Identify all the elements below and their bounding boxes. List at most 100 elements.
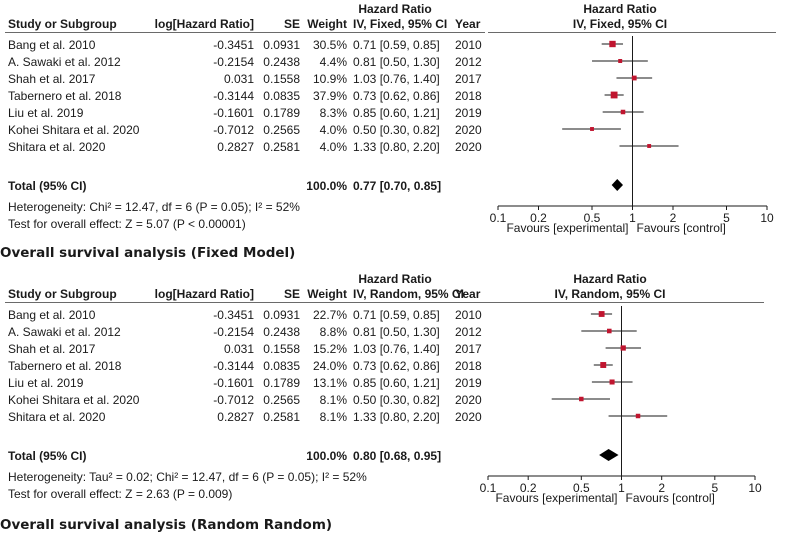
effect-marker	[579, 396, 584, 402]
header-study: Study or Subgroup	[8, 17, 117, 31]
effect-marker	[647, 144, 652, 148]
row-loghr: 0.031	[223, 342, 254, 356]
row-loghr: -0.3144	[213, 359, 254, 373]
row-se: 0.2438	[263, 325, 300, 339]
plot-header-top: Hazard Ratio	[583, 2, 657, 16]
header-weight: Weight	[307, 17, 347, 31]
header-ci: IV, Random, 95% CI	[353, 287, 464, 301]
row-weight: 4.0%	[319, 123, 347, 137]
row-weight: 24.0%	[312, 359, 347, 373]
header-se: SE	[283, 287, 300, 301]
row-ci: 1.03 [0.76, 1.40]	[353, 72, 440, 86]
x-tick-label: 0.1	[490, 211, 507, 225]
row-ci: 0.81 [0.50, 1.30]	[353, 325, 440, 339]
row-study: Tabernero et al. 2018	[8, 359, 122, 373]
row-study: Shitara et al. 2020	[8, 410, 106, 424]
row-year: 2017	[455, 72, 482, 86]
row-year: 2020	[455, 410, 482, 424]
plot-header: IV, Fixed, 95% CI	[572, 17, 668, 31]
chart-title: Overall survival analysis (Random Random…	[0, 517, 333, 533]
effect-marker	[635, 413, 641, 419]
row-weight: 15.2%	[312, 342, 347, 356]
row-study: Liu et al. 2019	[8, 106, 84, 120]
favours-left-label: Favours [experimental]	[495, 491, 617, 505]
effect-marker	[606, 328, 612, 334]
x-tick-label: 0.2	[520, 481, 537, 495]
heterogeneity-text: Heterogeneity: Tau² = 0.02; Chi² = 12.47…	[8, 470, 367, 484]
row-ci: 0.85 [0.60, 1.21]	[353, 376, 440, 390]
row-se: 0.0835	[263, 359, 300, 373]
row-year: 2019	[455, 376, 482, 390]
row-weight: 4.0%	[319, 140, 347, 154]
row-weight: 22.7%	[312, 308, 347, 322]
row-year: 2020	[455, 140, 482, 154]
group-header: Hazard Ratio	[358, 272, 432, 286]
row-weight: 37.9%	[312, 89, 347, 103]
row-year: 2012	[455, 55, 482, 69]
row-loghr: -0.2154	[213, 55, 254, 69]
row-weight: 8.3%	[319, 106, 347, 120]
total-label: Total (95% CI)	[8, 449, 87, 463]
effect-marker	[609, 379, 615, 385]
row-se: 0.1789	[263, 106, 300, 120]
row-year: 2010	[455, 308, 482, 322]
row-ci: 0.73 [0.62, 0.86]	[353, 89, 440, 103]
row-study: Kohei Shitara et al. 2020	[8, 123, 140, 137]
plot-header-top: Hazard Ratio	[573, 272, 647, 286]
row-weight: 13.1%	[312, 376, 347, 390]
row-se: 0.0931	[263, 38, 300, 52]
row-se: 0.1558	[263, 72, 300, 86]
x-tick-label: 2	[670, 211, 677, 225]
header-se: SE	[283, 17, 300, 31]
total-weight: 100.0%	[306, 449, 347, 463]
row-se: 0.2581	[263, 140, 300, 154]
plot-header-rule	[478, 302, 764, 303]
row-weight: 4.4%	[319, 55, 347, 69]
x-tick-label: 0.5	[584, 211, 601, 225]
row-year: 2020	[455, 123, 482, 137]
row-study: Kohei Shitara et al. 2020	[8, 393, 140, 407]
row-study: Shah et al. 2017	[8, 342, 96, 356]
x-tick-label: 5	[723, 211, 730, 225]
header-rule	[5, 302, 485, 303]
heterogeneity-text: Heterogeneity: Chi² = 12.47, df = 6 (P =…	[8, 200, 300, 214]
row-loghr: -0.7012	[213, 393, 254, 407]
overall-effect-text: Test for overall effect: Z = 2.63 (P = 0…	[8, 487, 233, 501]
total-weight: 100.0%	[306, 179, 347, 193]
x-tick-label: 5	[711, 481, 718, 495]
row-loghr: -0.3144	[213, 89, 254, 103]
effect-marker	[590, 127, 594, 131]
x-tick-label: 0.5	[573, 481, 590, 495]
row-weight: 8.8%	[319, 325, 347, 339]
row-se: 0.2565	[263, 393, 300, 407]
x-tick-label: 1	[618, 481, 625, 495]
row-weight: 8.1%	[319, 393, 347, 407]
row-loghr: 0.2827	[217, 410, 254, 424]
overall-effect-text: Test for overall effect: Z = 5.07 (P < 0…	[8, 217, 246, 231]
header-rule	[5, 32, 485, 33]
favours-right-label: Favours [control]	[626, 491, 715, 505]
row-year: 2018	[455, 89, 482, 103]
pooled-diamond	[611, 179, 624, 191]
row-ci: 0.71 [0.59, 0.85]	[353, 308, 440, 322]
row-ci: 0.81 [0.50, 1.30]	[353, 55, 440, 69]
effect-marker	[620, 345, 626, 351]
x-tick-label: 2	[658, 481, 665, 495]
header-weight: Weight	[307, 287, 347, 301]
x-tick-label: 0.2	[530, 211, 547, 225]
row-loghr: -0.1601	[213, 376, 254, 390]
effect-marker	[618, 59, 623, 63]
row-weight: 10.9%	[312, 72, 347, 86]
row-ci: 0.85 [0.60, 1.21]	[353, 106, 440, 120]
row-weight: 30.5%	[312, 38, 347, 52]
row-ci: 1.03 [0.76, 1.40]	[353, 342, 440, 356]
row-ci: 1.33 [0.80, 2.20]	[353, 140, 440, 154]
pooled-diamond	[599, 449, 619, 461]
row-year: 2020	[455, 393, 482, 407]
row-loghr: 0.031	[223, 72, 254, 86]
header-study: Study or Subgroup	[8, 287, 117, 301]
favours-right-label: Favours [control]	[637, 221, 726, 235]
x-tick-label: 1	[629, 211, 636, 225]
row-loghr: -0.7012	[213, 123, 254, 137]
row-study: A. Sawaki et al. 2012	[8, 325, 121, 339]
